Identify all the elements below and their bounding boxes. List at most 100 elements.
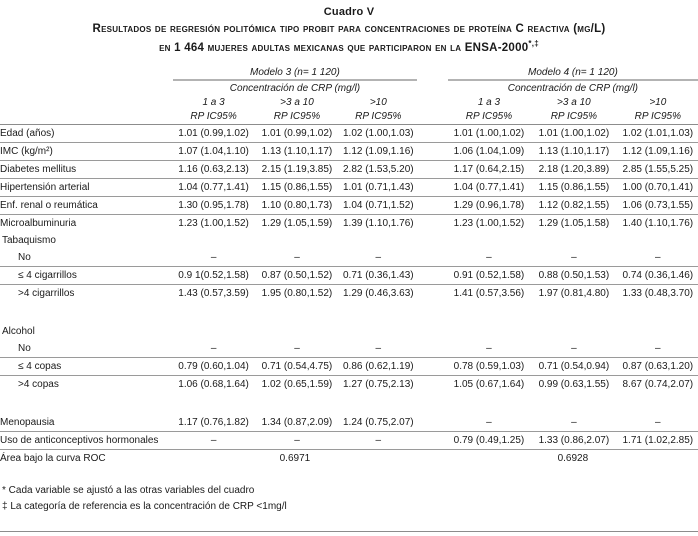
model4-crp-header: Concentración de CRP (mg/l) (507, 82, 638, 94)
value-cell: 1.01 (1.00,1.02) (530, 124, 618, 144)
value-cell: 1.24 (0.75,2.07) (339, 414, 417, 433)
value-cell: 0.78 (0.59,1.03) (447, 357, 531, 377)
row-label: No (0, 340, 173, 359)
value-cell: 1.12 (1.09,1.16) (617, 142, 698, 162)
value-cell: 1.41 (0.57,3.56) (453, 288, 525, 300)
spacer-cell (416, 142, 448, 162)
title-footnote-markers: *,‡ (528, 38, 539, 48)
value-cell: 1.00 (0.70,1.41) (617, 178, 698, 198)
value-cell: 2.18 (1.20,3.89) (530, 160, 618, 180)
value-cell: – (447, 340, 531, 359)
col-header-gt10: >10 (369, 96, 387, 108)
table-title-line2: en 1 464 mujeres adultas mexicanas que p… (159, 41, 529, 54)
regression-table: Modelo 3 (n= 1 120) Modelo 4 (n= 1 120) … (0, 62, 698, 467)
value-cell: 1.34 (0.87,2.09) (254, 414, 340, 433)
row-label: IMC (kg/m²) (0, 142, 173, 162)
value-cell: – (530, 414, 618, 433)
model4-header: Modelo 4 (n= 1 120) (447, 62, 698, 82)
spacer-cell (417, 285, 448, 303)
gap-cell (0, 302, 698, 323)
value-cell: – (172, 340, 255, 359)
value-cell: 0.9 1(0.52,1.58) (172, 266, 255, 286)
table-row: Tabaquismo (0, 232, 698, 249)
value-cell: 1.12 (0.82,1.55) (530, 196, 618, 216)
value-cell: 1.01 (0.71,1.43) (339, 178, 417, 198)
value-cell: 2.82 (1.53,5.20) (339, 160, 417, 180)
row-label: Diabetes mellitus (0, 160, 173, 180)
value-cell: – (530, 249, 618, 268)
table-row: Hipertensión arterial 1.04 (0.77,1.41) 1.1… (0, 178, 698, 198)
table-row: >4 copas 1.06 (0.68,1.64) 1.02 (0.65,1.59)… (0, 376, 698, 394)
row-label: Menopausia (0, 414, 173, 433)
value-cell: 8.67 (0.74,2.07) (622, 379, 694, 391)
value-cell: 1.15 (0.86,1.55) (254, 178, 340, 198)
value-cell: 1.33 (0.86,2.07) (530, 431, 618, 451)
value-cell: 1.02 (1.00,1.03) (339, 124, 417, 144)
spacer-cell (416, 249, 448, 268)
value-cell: 1.04 (0.71,1.52) (339, 196, 417, 216)
value-cell: 1.01 (0.99,1.02) (254, 124, 340, 144)
value-cell: 1.01 (1.00,1.02) (447, 124, 531, 144)
model3-header: Modelo 3 (n= 1 120) (172, 62, 417, 82)
value-cell: 2.15 (1.19,3.85) (254, 160, 340, 180)
value-cell: 1.04 (0.77,1.41) (447, 178, 531, 198)
value-cell: 1.04 (0.77,1.41) (172, 178, 255, 198)
value-cell: – (339, 340, 417, 359)
table-row: Uso de anticonceptivos hormonales – – –0.79… (0, 431, 698, 451)
rp-ic95-header: RP IC95% (530, 109, 618, 125)
value-cell: – (447, 414, 531, 433)
row-label: Enf. renal o reumática (0, 196, 173, 216)
table-row: Microalbuminuria 1.23 (1.00,1.52) 1.29 (1.… (0, 215, 698, 233)
value-cell: 0.87 (0.63,1.20) (617, 357, 698, 377)
table-title: Resultados de regresión politómica tipo … (0, 21, 698, 56)
value-cell: 1.16 (0.63,2.13) (172, 160, 255, 180)
value-cell: – (172, 249, 255, 268)
col-header-3a10: >3 a 10 (280, 96, 314, 108)
value-cell: 2.85 (1.55,5.25) (617, 160, 698, 180)
value-cell: 1.23 (1.00,1.52) (178, 218, 249, 230)
value-cell: 1.23 (1.00,1.52) (453, 218, 525, 230)
roc-value-model4: 0.6928 (557, 453, 589, 465)
bottom-rule (0, 531, 698, 532)
spacer-cell (416, 266, 448, 286)
row-label: ≤ 4 cigarrillos (0, 266, 173, 286)
table-title-line1: Resultados de regresión politómica tipo … (92, 22, 606, 35)
value-cell: 1.05 (0.67,1.64) (453, 379, 525, 391)
value-cell: 1.12 (1.09,1.16) (339, 142, 417, 162)
footnotes: * Cada variable se ajustó a las otras va… (2, 483, 698, 514)
table-row: Área bajo la curva ROC 0.6971 0.6928 (0, 450, 698, 468)
value-cell: 1.29 (1.05,1.59) (261, 218, 333, 230)
value-cell: 1.29 (0.46,3.63) (342, 288, 414, 300)
value-cell: 0.99 (0.63,1.55) (538, 379, 610, 391)
table-header: Modelo 3 (n= 1 120) Modelo 4 (n= 1 120) … (0, 62, 698, 125)
value-cell: 1.97 (0.81,4.80) (538, 288, 610, 300)
footnote-double-dagger: ‡ La categoría de referencia es la conce… (2, 500, 287, 512)
value-cell: – (254, 431, 340, 451)
spacer-cell (416, 196, 448, 216)
row-label: >4 cigarrillos (18, 288, 75, 300)
value-cell: – (530, 340, 618, 359)
value-cell: 1.06 (0.73,1.55) (617, 196, 698, 216)
spacer-cell (416, 109, 448, 125)
stub-cell (0, 80, 173, 95)
rp-ic95-header: RP IC95% (339, 109, 417, 125)
table-body: Edad (años) 1.01 (0.99,1.02) 1.01 (0.99,1.… (0, 124, 698, 468)
value-cell: 1.71 (1.02,2.85) (617, 431, 698, 451)
value-cell: – (447, 249, 531, 268)
value-cell: 1.01 (0.99,1.02) (172, 124, 255, 144)
value-cell: 1.29 (1.05,1.58) (538, 218, 610, 230)
stub-cell (0, 62, 173, 80)
table-row: >4 cigarrillos 1.43 (0.57,3.59) 1.95 (0.80… (0, 285, 698, 303)
value-cell: 0.88 (0.50,1.53) (530, 266, 618, 286)
col-header-gt10: >10 (649, 96, 667, 108)
value-cell: 1.43 (0.57,3.59) (178, 288, 249, 300)
value-cell: 0.74 (0.36,1.46) (617, 266, 698, 286)
value-cell: – (339, 249, 417, 268)
value-cell: 0.71 (0.54,4.75) (254, 357, 340, 377)
table-row: Diabetes mellitus 1.16 (0.63,2.13) 2.15 (1… (0, 160, 698, 180)
model3-crp-header: Concentración de CRP (mg/l) (229, 82, 361, 94)
col-header-3a10: >3 a 10 (557, 96, 591, 108)
table-row: No – – – – – – (0, 249, 698, 268)
value-cell: 1.40 (1.10,1.76) (622, 218, 694, 230)
